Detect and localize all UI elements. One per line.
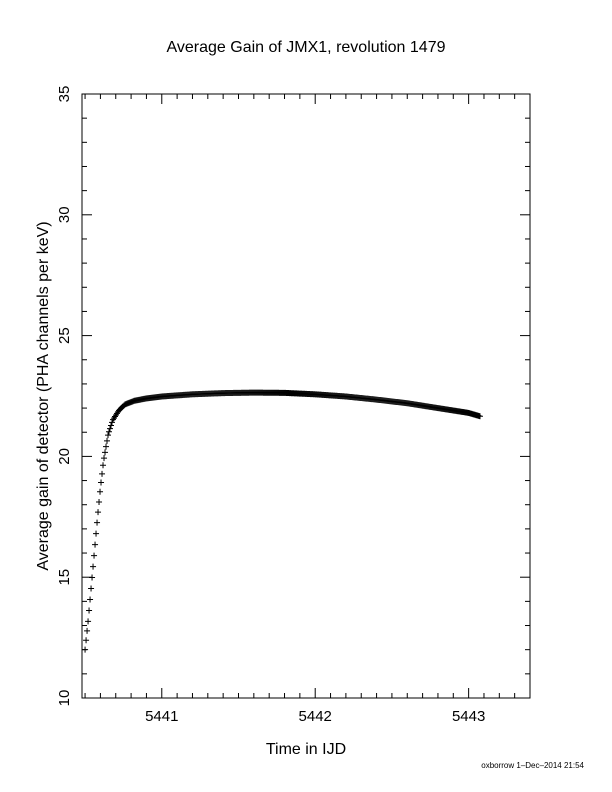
data-point	[87, 596, 94, 603]
data-point	[86, 607, 93, 614]
data-markers	[82, 389, 483, 653]
data-point	[83, 637, 90, 644]
data-point	[89, 574, 96, 581]
data-point	[85, 618, 92, 625]
data-point	[108, 419, 115, 426]
y-tick-label: 15	[56, 569, 73, 586]
data-point	[90, 563, 97, 570]
x-axis-label: Time in IJD	[266, 741, 346, 758]
data-point	[96, 498, 103, 505]
y-tick-label: 20	[56, 448, 73, 465]
data-point	[476, 413, 483, 420]
tick-labels: 5441 5442 5443 10 15 20 25 30 35	[56, 86, 485, 725]
data-point	[101, 455, 108, 462]
axis-ticks	[82, 93, 531, 699]
x-tick-label: 5441	[145, 708, 178, 725]
data-point	[82, 646, 89, 653]
data-point	[94, 519, 101, 526]
data-point	[92, 541, 99, 548]
data-point	[98, 479, 105, 486]
data-point	[103, 443, 110, 450]
x-tick-label: 5442	[299, 708, 332, 725]
data-point	[88, 585, 95, 592]
data-point	[102, 449, 109, 456]
y-tick-label: 25	[56, 327, 73, 344]
data-point	[95, 509, 102, 516]
chart-title: Average Gain of JMX1, revolution 1479	[167, 39, 446, 56]
data-point	[97, 488, 104, 495]
y-axis-label: Average gain of detector (PHA channels p…	[35, 221, 52, 570]
data-point	[99, 470, 106, 477]
data-point	[100, 462, 107, 469]
data-point	[93, 530, 100, 537]
y-tick-label: 35	[56, 86, 73, 103]
data-point	[105, 432, 112, 439]
y-tick-label: 10	[56, 690, 73, 707]
data-point	[104, 437, 111, 444]
plot-frame	[81, 93, 531, 699]
y-tick-label: 30	[56, 206, 73, 223]
data-point	[84, 627, 91, 634]
data-point	[107, 422, 114, 429]
x-tick-label: 5443	[452, 708, 485, 725]
footer-credit: oxborrow 1–Dec–2014 21:54	[481, 761, 584, 770]
data-point	[107, 425, 113, 432]
data-point	[91, 552, 98, 559]
data-point	[106, 428, 113, 435]
